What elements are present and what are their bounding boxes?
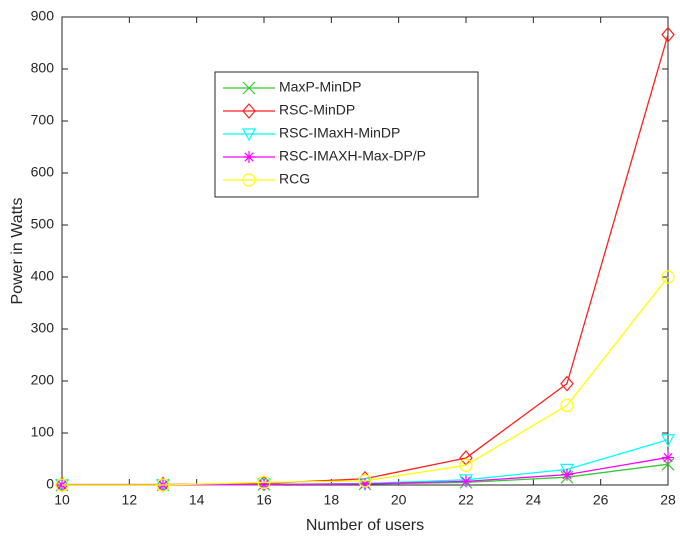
y-tick-label: 700 — [31, 112, 55, 128]
data-point — [156, 478, 170, 492]
data-point — [561, 468, 573, 481]
data-point — [662, 451, 674, 464]
y-tick-label: 300 — [31, 320, 55, 336]
y-axis-title: Power in Watts — [9, 198, 26, 305]
x-axis-title: Number of users — [306, 517, 424, 534]
x-tick-label: 28 — [660, 492, 676, 508]
x-tick-label: 18 — [324, 492, 340, 508]
y-tick-label: 800 — [31, 60, 55, 76]
data-point — [459, 458, 473, 472]
y-tick-label: 900 — [31, 8, 55, 24]
data-point — [258, 478, 270, 491]
y-tick-label: 400 — [31, 268, 55, 284]
legend-label: RSC-IMaxH-MinDP — [279, 125, 400, 141]
data-point — [661, 457, 675, 471]
data-point — [358, 474, 372, 488]
legend-label: RSC-IMAXH-Max-DP/P — [279, 148, 426, 164]
y-tick-label: 100 — [31, 424, 55, 440]
legend-marker — [241, 128, 257, 142]
data-point — [660, 434, 676, 448]
series-line — [62, 276, 669, 486]
x-tick-label: 12 — [122, 492, 138, 508]
y-tick-label: 500 — [31, 216, 55, 232]
data-point — [560, 398, 574, 413]
legend-label: RSC-MinDP — [279, 102, 355, 118]
data-point — [460, 475, 472, 488]
x-tick-label: 14 — [189, 492, 205, 508]
legend-marker — [242, 173, 256, 187]
data-point — [257, 475, 271, 489]
x-tick-label: 22 — [458, 492, 474, 508]
y-tick-label: 600 — [31, 164, 55, 180]
data-point — [661, 270, 675, 284]
data-point — [458, 474, 474, 488]
x-tick-label: 10 — [54, 492, 70, 508]
data-point — [560, 375, 574, 392]
data-point — [559, 463, 575, 477]
legend-marker — [242, 103, 256, 119]
x-tick-label: 24 — [526, 492, 542, 508]
x-tick-label: 20 — [391, 492, 407, 508]
legend-marker — [243, 151, 255, 163]
y-tick-label: 0 — [46, 476, 54, 492]
x-tick-label: 16 — [256, 492, 272, 508]
data-point — [55, 478, 69, 492]
data-point — [359, 477, 371, 490]
x-tick-label: 26 — [593, 492, 609, 508]
legend-label: RCG — [279, 171, 310, 187]
legend-label: MaxP-MinDP — [279, 79, 361, 95]
data-point — [661, 26, 675, 43]
legend-marker — [242, 81, 256, 95]
y-tick-label: 200 — [31, 372, 55, 388]
